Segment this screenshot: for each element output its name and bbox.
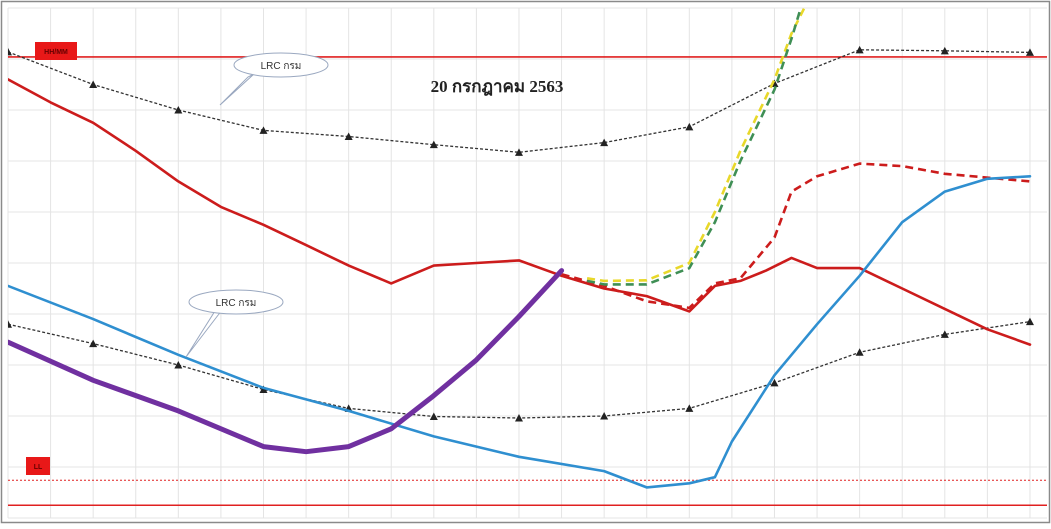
lower-limit-tag: LL [26,457,50,475]
callout-lrc-lower-label: LRC กรม [216,298,257,309]
upper-limit-tag: HH/MM [35,42,77,60]
callout-lrc-upper-label: LRC กรม [261,61,302,72]
chart-title: 20 กรกฎาคม 2563 [431,77,564,96]
lower-limit-tag-text: LL [34,464,43,471]
upper-limit-tag-text: HH/MM [44,49,68,56]
